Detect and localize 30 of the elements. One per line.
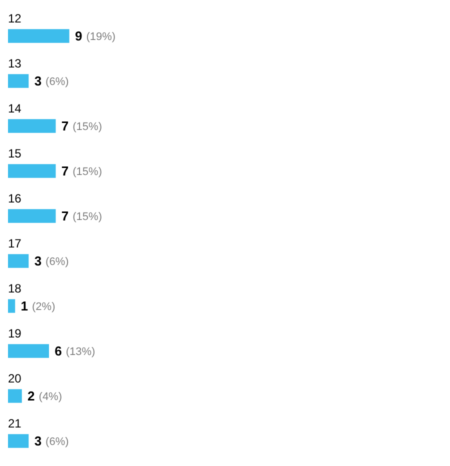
data-label: 7 (15%): [61, 164, 102, 179]
y-tick-label: 15: [8, 146, 22, 160]
data-label: 3 (6%): [34, 434, 69, 449]
data-label: 3 (6%): [34, 254, 69, 269]
data-label: 1 (2%): [20, 298, 56, 314]
y-tick-label: 18: [8, 282, 22, 296]
data-label: 2 (4%): [28, 388, 62, 404]
bar: [8, 254, 29, 268]
bar: [8, 344, 49, 358]
bar: [8, 29, 70, 43]
y-tick-label: 14: [8, 102, 22, 116]
y-tick-label: 12: [8, 12, 22, 26]
data-label: 3 (6%): [34, 74, 69, 89]
data-label: 7 (15%): [61, 208, 102, 224]
data-label: 9 (19%): [74, 28, 116, 44]
data-label: 6 (13%): [54, 344, 96, 359]
y-tick-label: 19: [8, 326, 22, 340]
y-tick-label: 17: [8, 236, 22, 250]
y-tick-label: 13: [8, 56, 22, 70]
bar: [8, 209, 56, 223]
y-tick-label: 20: [8, 372, 22, 386]
bar: [8, 299, 16, 313]
bar: [8, 434, 29, 448]
bar: [8, 119, 56, 133]
bar: [8, 74, 29, 88]
bar: [8, 164, 56, 178]
data-label: 7 (15%): [61, 118, 102, 134]
y-tick-label: 21: [8, 416, 22, 430]
bar: [8, 389, 22, 403]
y-tick-label: 16: [8, 192, 22, 206]
